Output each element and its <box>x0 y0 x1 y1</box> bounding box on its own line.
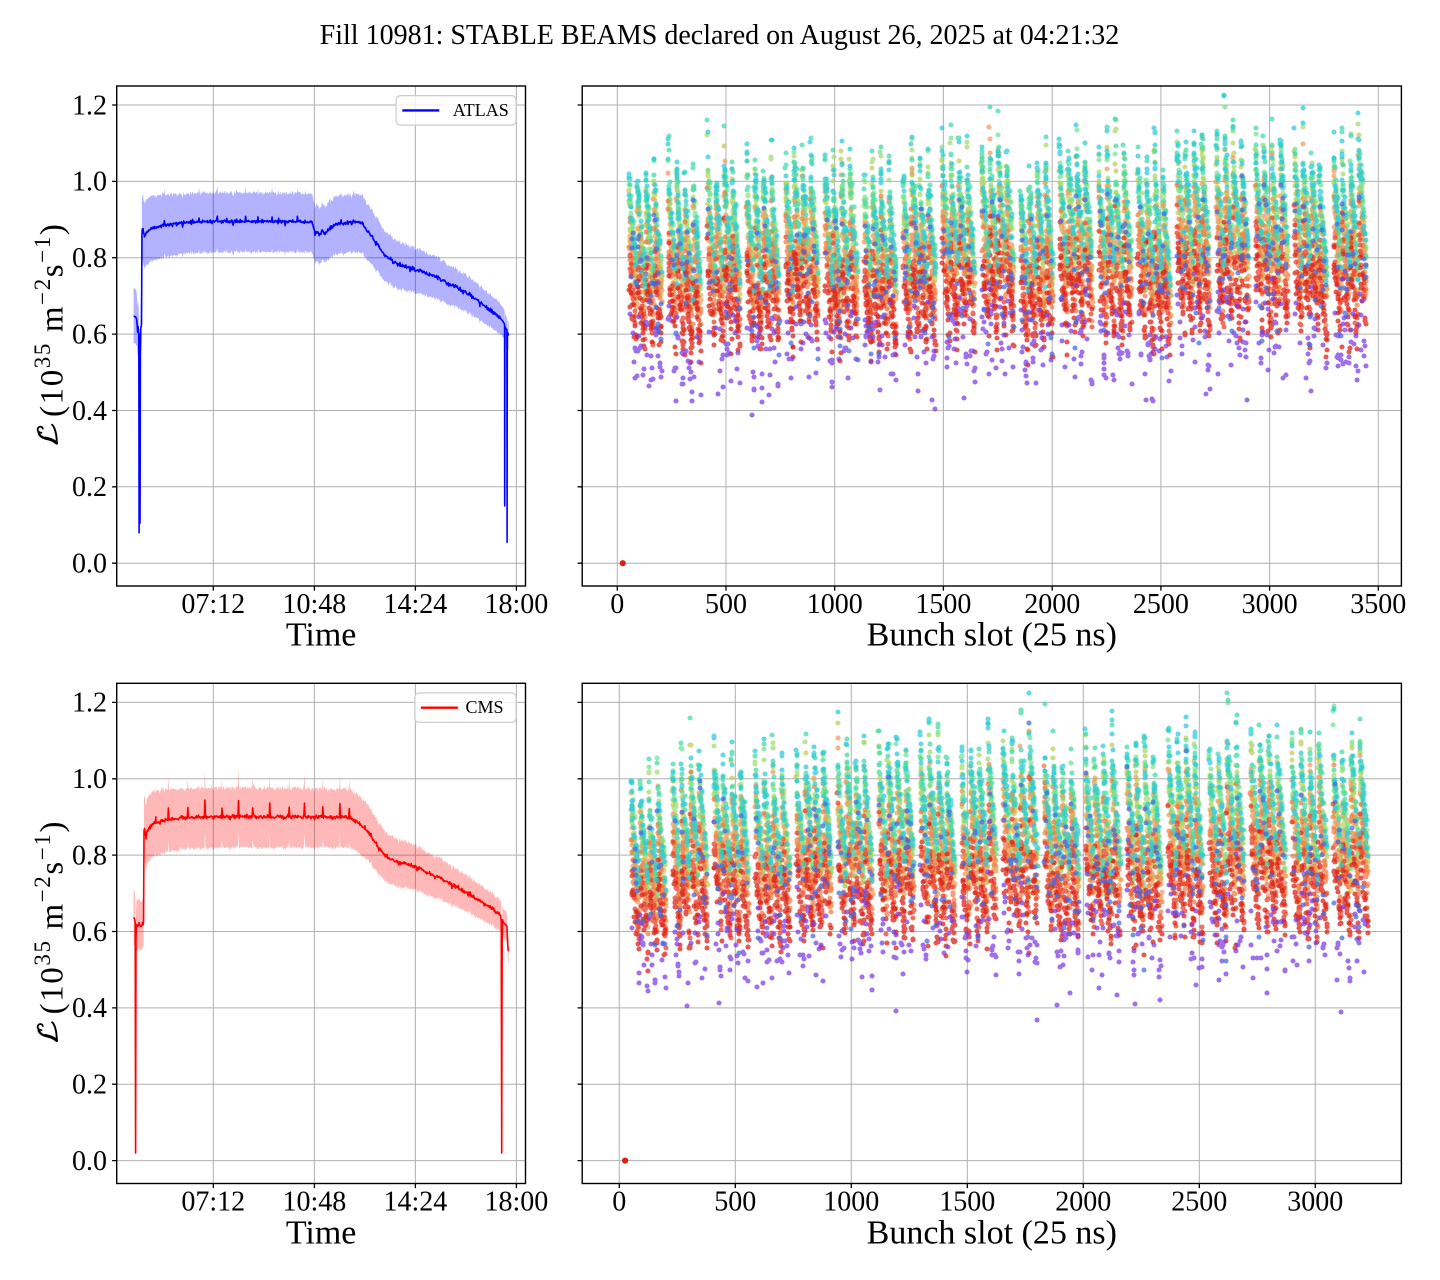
svg-text:500: 500 <box>714 1187 756 1218</box>
svg-text:0.6: 0.6 <box>72 917 107 948</box>
svg-text:1.0: 1.0 <box>72 167 107 198</box>
svg-text:0.2: 0.2 <box>72 1070 107 1101</box>
svg-text:0.2: 0.2 <box>72 472 107 503</box>
svg-text:0.8: 0.8 <box>72 840 107 871</box>
svg-text:10:48: 10:48 <box>283 589 347 620</box>
svg-text:1000: 1000 <box>807 589 863 620</box>
svg-text:0.0: 0.0 <box>72 549 107 580</box>
svg-text:1.2: 1.2 <box>72 688 107 719</box>
svg-text:14:24: 14:24 <box>384 589 448 620</box>
svg-text:Time: Time <box>286 1215 357 1252</box>
svg-text:18:00: 18:00 <box>485 589 549 620</box>
svg-text:500: 500 <box>705 589 747 620</box>
svg-text:Bunch slot (25 ns): Bunch slot (25 ns) <box>867 617 1117 654</box>
svg-text:07:12: 07:12 <box>181 589 245 620</box>
svg-text:1.2: 1.2 <box>72 90 107 121</box>
svg-text:0.6: 0.6 <box>72 319 107 350</box>
svg-text:14:24: 14:24 <box>384 1187 448 1218</box>
svg-text:2000: 2000 <box>1024 589 1080 620</box>
svg-text:Time: Time <box>286 617 357 654</box>
svg-text:0.4: 0.4 <box>72 396 107 427</box>
svg-text:0: 0 <box>612 1187 626 1218</box>
svg-text:1500: 1500 <box>915 589 971 620</box>
svg-text:10:48: 10:48 <box>283 1187 347 1218</box>
svg-text:0.8: 0.8 <box>72 243 107 274</box>
svg-text:3500: 3500 <box>1350 589 1406 620</box>
svg-text:CMS: CMS <box>466 697 504 717</box>
svg-text:18:00: 18:00 <box>485 1187 549 1218</box>
svg-text:0.4: 0.4 <box>72 993 107 1024</box>
svg-text:1500: 1500 <box>939 1187 995 1218</box>
svg-text:2500: 2500 <box>1171 1187 1227 1218</box>
svg-text:Fill 10981: STABLE BEAMS decla: Fill 10981: STABLE BEAMS declared on Aug… <box>320 20 1120 51</box>
svg-text:1000: 1000 <box>823 1187 879 1218</box>
svg-text:0.0: 0.0 <box>72 1146 107 1177</box>
svg-text:3000: 3000 <box>1242 589 1298 620</box>
svg-text:Bunch slot (25 ns): Bunch slot (25 ns) <box>867 1215 1117 1252</box>
svg-text:0: 0 <box>610 589 624 620</box>
svg-text:07:12: 07:12 <box>181 1187 245 1218</box>
svg-text:1.0: 1.0 <box>72 764 107 795</box>
svg-text:2000: 2000 <box>1055 1187 1111 1218</box>
svg-text:3000: 3000 <box>1287 1187 1343 1218</box>
svg-text:2500: 2500 <box>1133 589 1189 620</box>
svg-text:ATLAS: ATLAS <box>453 100 509 120</box>
